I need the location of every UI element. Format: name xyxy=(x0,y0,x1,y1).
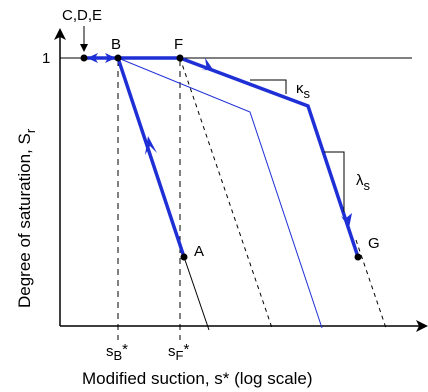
point-cde xyxy=(80,54,88,62)
main-drying-curve xyxy=(117,57,323,329)
label-lambda: λs xyxy=(356,172,371,193)
label-a: A xyxy=(194,243,204,260)
label-g: G xyxy=(368,235,380,252)
y-tick-1: 1 xyxy=(42,50,50,67)
arrow-lambda-segment xyxy=(341,213,352,228)
thin-line-below-a xyxy=(183,256,210,331)
label-cde: C,D,E xyxy=(62,7,102,24)
label-kappa: κs xyxy=(296,80,311,101)
x-axis-title: Modified suction, s* (log scale) xyxy=(82,369,313,388)
dashed-scanning-line-2 xyxy=(355,239,387,329)
y-axis-title: Degree of saturation, Sr xyxy=(15,128,38,308)
arrow-to-cde xyxy=(87,53,98,63)
label-f: F xyxy=(174,36,183,53)
arrow-a-to-b xyxy=(145,136,157,155)
point-f xyxy=(176,54,184,62)
point-g xyxy=(354,253,362,261)
kappa-slope-triangle xyxy=(250,79,287,94)
point-b xyxy=(114,54,122,62)
lambda-slope-triangle xyxy=(324,151,345,212)
x-tick-sF: sF* xyxy=(168,341,189,363)
x-tick-sB: sB* xyxy=(106,341,128,363)
point-a xyxy=(180,253,188,261)
arrow-f-to-kappa xyxy=(200,57,213,71)
label-b: B xyxy=(111,36,121,53)
cde-pointer-head xyxy=(80,44,88,52)
arrow-to-b xyxy=(105,53,116,63)
dashed-scanning-line-1 xyxy=(179,57,273,329)
